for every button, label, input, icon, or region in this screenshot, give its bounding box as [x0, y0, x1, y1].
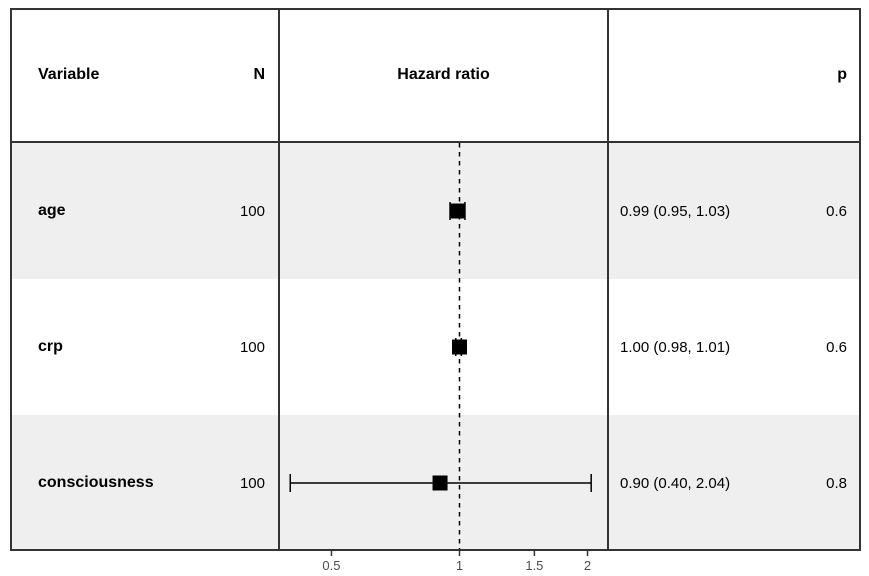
table-row-consciousness-estimate-cell: 0.90 (0.40, 2.04) 0.8	[607, 415, 861, 551]
col-header-p: p	[837, 65, 847, 83]
table-row-crp-estimate-cell: 1.00 (0.98, 1.01) 0.6	[607, 279, 861, 415]
variable-name: crp	[38, 338, 63, 355]
table-row-age-estimate-cell: 0.99 (0.95, 1.03) 0.6	[607, 143, 861, 279]
col-header-n: N	[253, 65, 265, 83]
col-header-hazard-ratio: Hazard ratio	[397, 65, 490, 83]
axis-tick-label: 1.5	[525, 558, 543, 573]
n-value: 100	[239, 202, 265, 220]
estimate-ci-label: 0.90 (0.40, 2.04)	[620, 474, 731, 492]
plot-table: Variable N Hazard ratio p age 100 0.99 (…	[10, 8, 861, 551]
point-estimate-marker	[450, 203, 466, 219]
variable-name: age	[38, 202, 66, 219]
header-right-cell: p	[607, 8, 861, 143]
col-header-variable: Variable	[38, 65, 100, 83]
table-row-age-label-cell: age 100	[10, 143, 278, 279]
n-value: 100	[239, 474, 265, 492]
table-row-crp-label-cell: crp 100	[10, 279, 278, 415]
p-value: 0.6	[826, 202, 847, 220]
header-mid-cell: Hazard ratio	[278, 8, 607, 143]
estimate-ci-label: 0.99 (0.95, 1.03)	[620, 202, 731, 220]
forest-panel-row	[278, 279, 607, 415]
p-value: 0.8	[826, 474, 847, 492]
estimate-ci-label: 1.00 (0.98, 1.01)	[620, 338, 731, 356]
point-estimate-marker	[432, 475, 448, 491]
p-value: 0.6	[826, 338, 847, 356]
header-left-cell: Variable N	[10, 8, 278, 143]
table-row-consciousness-label-cell: consciousness 100	[10, 415, 278, 551]
axis-tick-label: 1	[456, 558, 463, 573]
axis-tick-label: 0.5	[322, 558, 340, 573]
forest-plot-panel	[289, 143, 592, 551]
n-value: 100	[239, 338, 265, 356]
point-estimate-marker	[452, 339, 467, 355]
forest-panel-row	[278, 143, 607, 279]
axis-tick-label: 2	[584, 558, 591, 573]
variable-name: consciousness	[38, 474, 154, 491]
x-axis: 0.5 1 1.5 2	[322, 551, 591, 573]
